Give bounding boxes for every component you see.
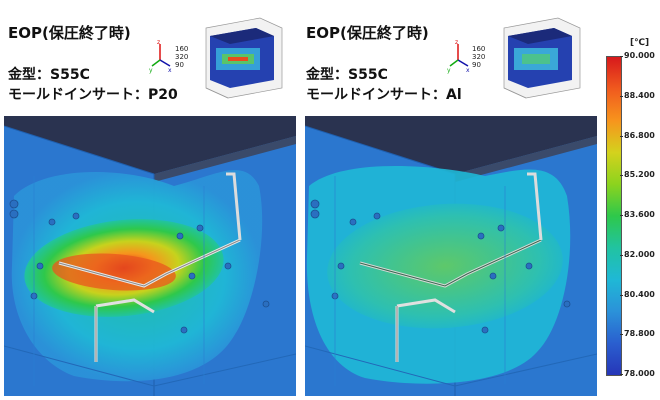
legend-color-bar (606, 56, 622, 376)
legend-tick-label: 78.800 (624, 329, 655, 339)
legend-tick-mark (620, 215, 623, 216)
legend-tick-label: 78.000 (624, 369, 655, 378)
legend-tick-label: 83.600 (624, 210, 655, 219)
left-mold-thumbnail (205, 17, 283, 99)
legend-tick-mark (620, 374, 623, 375)
left-mold-material: 金型：S55C (8, 67, 90, 83)
svg-text:x: x (466, 67, 470, 74)
legend-tick-mark (620, 334, 623, 336)
svg-text:z: z (455, 39, 458, 46)
legend-tick-mark (620, 294, 623, 296)
legend-tick-mark (620, 135, 623, 137)
svg-text:x: x (168, 67, 172, 74)
right-insert-material: モールドインサート：Al (306, 87, 462, 103)
svg-text:y: y (149, 67, 153, 74)
legend-tick-label: 85.200 (624, 170, 655, 180)
legend-tick-mark (620, 95, 623, 97)
left-axis-values: 160 320 90 (175, 45, 189, 69)
legend-tick-mark (620, 254, 623, 256)
left-temperature-contour (4, 116, 296, 396)
right-axis-values: 160 320 90 (472, 45, 486, 69)
legend-tick-label: 88.400 (624, 90, 655, 100)
legend-tick-label: 80.400 (624, 289, 655, 299)
right-temperature-contour (305, 116, 597, 396)
legend-tick-label: 90.000 (624, 51, 655, 60)
left-title: EOP(保圧終了時) (8, 24, 131, 42)
left-axis-triad-icon: z x y (149, 39, 172, 74)
right-axis-triad-icon: z x y (447, 39, 470, 74)
right-mold-material: 金型：S55C (306, 67, 388, 83)
legend-tick-mark (620, 175, 623, 177)
legend-tick-mark (620, 56, 623, 57)
left-insert-material: モールドインサート：P20 (8, 87, 178, 103)
svg-text:z: z (157, 39, 160, 46)
legend-unit: [℃] (630, 38, 650, 48)
right-mold-thumbnail (503, 17, 581, 99)
right-title: EOP(保圧終了時) (306, 24, 429, 42)
temperature-legend: [℃] 90.000 88.400 86.800 85.200 83.600 82.000… (600, 38, 658, 386)
legend-tick-label: 82.000 (624, 249, 655, 259)
svg-text:y: y (447, 67, 451, 74)
legend-tick-label: 86.800 (624, 130, 655, 140)
